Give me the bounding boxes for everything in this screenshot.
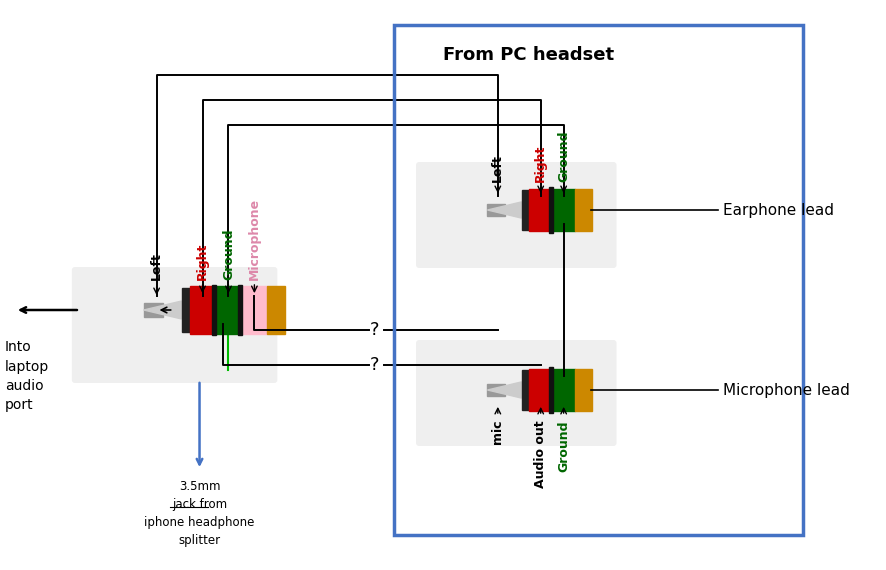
Text: Earphone lead: Earphone lead xyxy=(723,202,835,218)
Bar xyxy=(238,285,243,335)
Polygon shape xyxy=(487,382,522,398)
Bar xyxy=(268,286,285,334)
Bar xyxy=(552,369,575,412)
Text: ?: ? xyxy=(369,356,379,374)
Bar xyxy=(549,367,553,413)
FancyBboxPatch shape xyxy=(416,340,617,446)
Text: Left: Left xyxy=(492,154,504,182)
Text: Ground: Ground xyxy=(557,131,571,182)
Bar xyxy=(190,286,215,334)
FancyBboxPatch shape xyxy=(416,162,617,268)
Bar xyxy=(575,189,592,231)
Text: Ground: Ground xyxy=(222,229,235,280)
Text: Microphone: Microphone xyxy=(248,198,260,280)
Bar xyxy=(487,203,504,216)
Text: Microphone lead: Microphone lead xyxy=(723,382,851,397)
Text: Left: Left xyxy=(150,252,163,280)
Bar xyxy=(241,286,268,334)
Bar xyxy=(529,369,552,412)
Text: Right: Right xyxy=(196,243,209,280)
Text: Into
laptop
audio
port: Into laptop audio port xyxy=(5,340,50,413)
Bar xyxy=(215,286,241,334)
Text: Ground: Ground xyxy=(557,420,571,471)
Bar xyxy=(575,369,592,412)
Text: mic: mic xyxy=(492,420,504,445)
Bar xyxy=(552,189,575,231)
Bar xyxy=(182,288,190,332)
Bar xyxy=(394,25,803,535)
Text: From PC headset: From PC headset xyxy=(443,46,614,64)
Bar xyxy=(522,370,529,410)
Text: 3.5mm
jack from
iphone headphone
splitter: 3.5mm jack from iphone headphone splitte… xyxy=(144,480,254,547)
Bar xyxy=(522,190,529,230)
Polygon shape xyxy=(487,202,522,218)
Text: ?: ? xyxy=(369,321,379,339)
Bar xyxy=(144,303,163,317)
Bar xyxy=(529,189,552,231)
Text: Audio out: Audio out xyxy=(534,420,548,487)
Bar xyxy=(549,188,553,233)
Bar xyxy=(487,384,504,396)
Text: Right: Right xyxy=(534,145,548,182)
FancyBboxPatch shape xyxy=(72,267,277,383)
Bar xyxy=(213,285,216,335)
Polygon shape xyxy=(144,301,182,319)
